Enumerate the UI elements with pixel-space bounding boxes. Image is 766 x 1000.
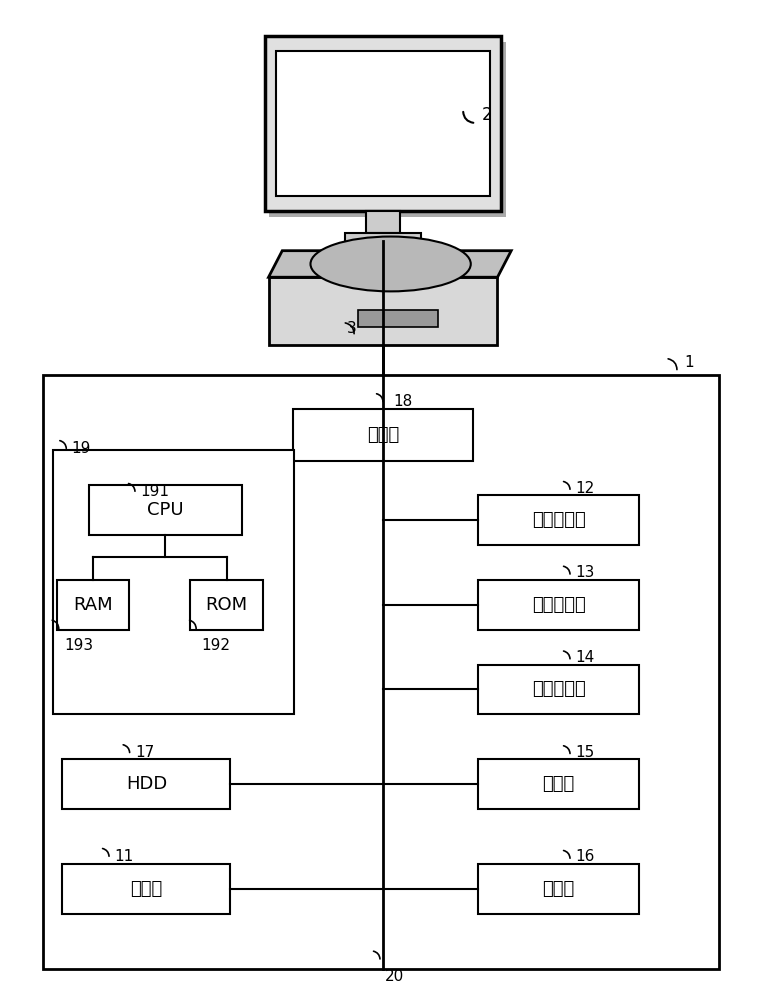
- Text: 11: 11: [114, 849, 133, 864]
- Bar: [270, 42, 506, 217]
- Bar: [479, 759, 639, 809]
- Text: CPU: CPU: [147, 501, 184, 519]
- Text: 19: 19: [71, 441, 91, 456]
- Text: 3: 3: [346, 321, 356, 336]
- Bar: [277, 51, 489, 196]
- Bar: [269, 277, 497, 345]
- Text: 18: 18: [393, 394, 412, 409]
- Text: 图像形成部: 图像形成部: [532, 680, 585, 698]
- Bar: [479, 580, 639, 630]
- Text: 13: 13: [575, 565, 594, 580]
- Bar: [63, 759, 231, 809]
- Text: 图像读取部: 图像读取部: [532, 511, 585, 529]
- Text: 14: 14: [575, 650, 594, 665]
- Bar: [293, 409, 473, 461]
- Text: 2: 2: [483, 106, 493, 124]
- Text: 16: 16: [575, 849, 594, 864]
- Bar: [479, 665, 639, 714]
- Bar: [54, 450, 293, 714]
- Text: 17: 17: [135, 745, 154, 760]
- Polygon shape: [269, 251, 511, 277]
- Text: 20: 20: [385, 969, 404, 984]
- Text: 193: 193: [64, 638, 93, 653]
- Text: 1: 1: [685, 355, 694, 370]
- Text: ROM: ROM: [205, 596, 247, 614]
- Text: 12: 12: [575, 481, 594, 496]
- Bar: [366, 211, 400, 233]
- Text: 191: 191: [140, 484, 169, 499]
- Text: 15: 15: [575, 745, 594, 760]
- Bar: [479, 495, 639, 545]
- Bar: [358, 310, 438, 327]
- Bar: [345, 233, 421, 251]
- Text: RAM: RAM: [74, 596, 113, 614]
- Bar: [44, 375, 719, 969]
- Text: 通信部: 通信部: [367, 426, 399, 444]
- Bar: [89, 485, 242, 535]
- Text: 供纸部: 供纸部: [542, 775, 574, 793]
- Bar: [57, 580, 129, 630]
- Bar: [265, 36, 501, 211]
- Text: 操作部: 操作部: [130, 880, 162, 898]
- Text: HDD: HDD: [126, 775, 167, 793]
- Bar: [190, 580, 263, 630]
- Bar: [479, 864, 639, 914]
- Ellipse shape: [310, 237, 471, 291]
- Text: 192: 192: [201, 638, 231, 653]
- Text: 图像处理部: 图像处理部: [532, 596, 585, 614]
- Text: 定影部: 定影部: [542, 880, 574, 898]
- Bar: [63, 864, 231, 914]
